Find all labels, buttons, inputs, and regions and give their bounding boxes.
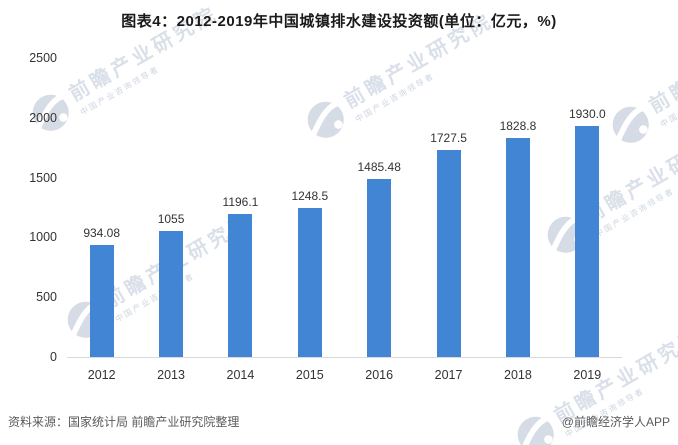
y-tick-label: 2500 bbox=[29, 51, 57, 65]
bar-column: 1485.48 2016 bbox=[345, 58, 414, 382]
bar-column: 934.08 2012 bbox=[67, 58, 136, 382]
bar bbox=[228, 213, 253, 357]
bar-column: 1930.0 2019 bbox=[553, 58, 622, 382]
source-note: 资料来源：国家统计局 前瞻产业研究院整理 bbox=[8, 415, 240, 429]
credit-note: @前瞻经济学人APP bbox=[561, 415, 670, 429]
y-tick-label: 500 bbox=[36, 290, 57, 305]
y-axis: 0 500 1000 1500 2000 2500 bbox=[0, 51, 57, 364]
bar bbox=[89, 245, 114, 357]
x-tick-label: 2018 bbox=[504, 368, 532, 382]
bar bbox=[297, 207, 322, 357]
bar-value-label: 1196.1 bbox=[222, 194, 259, 209]
watermark-subtext: 中国产业咨询领导者 bbox=[658, 76, 678, 130]
x-tick-label: 2013 bbox=[157, 368, 185, 382]
bar-column: 1196.1 2014 bbox=[206, 58, 275, 382]
bar-column: 1828.8 2018 bbox=[483, 58, 552, 382]
x-tick-label: 2015 bbox=[295, 368, 324, 382]
bar-value-label: 934.08 bbox=[83, 226, 121, 241]
bar bbox=[436, 150, 461, 357]
chart-footer: 资料来源：国家统计局 前瞻产业研究院整理 @前瞻经济学人APP bbox=[8, 413, 670, 430]
bar bbox=[159, 230, 184, 357]
bar-value-label: 1727.5 bbox=[430, 131, 467, 146]
y-tick-label: 1500 bbox=[29, 170, 57, 185]
plot-area: 934.08 2012 1055 2013 1196.1 2014 1248.5 2015 14… bbox=[67, 58, 622, 382]
bar-value-label: 1485.48 bbox=[357, 160, 401, 175]
bar-value-label: 1248.5 bbox=[291, 188, 329, 203]
x-tick-label: 2014 bbox=[226, 368, 255, 382]
bar-column: 1727.5 2017 bbox=[414, 58, 483, 382]
y-tick-label: 0 bbox=[50, 350, 57, 364]
bar bbox=[505, 138, 530, 357]
bar-value-label: 1055 bbox=[157, 211, 185, 226]
x-tick-label: 2019 bbox=[573, 368, 602, 382]
bar-column: 1248.5 2015 bbox=[275, 58, 344, 382]
bar-value-label: 1930.0 bbox=[568, 107, 606, 122]
bar bbox=[367, 179, 392, 357]
x-tick-label: 2012 bbox=[87, 368, 116, 382]
x-tick-label: 2016 bbox=[365, 368, 394, 382]
y-tick-label: 2000 bbox=[29, 110, 57, 125]
bar bbox=[575, 126, 600, 357]
x-tick-label: 2017 bbox=[434, 368, 463, 382]
bar-column: 1055 2013 bbox=[136, 58, 205, 382]
y-tick-label: 1000 bbox=[29, 230, 57, 245]
bar-value-label: 1828.8 bbox=[499, 119, 537, 134]
chart-title: 图表4：2012-2019年中国城镇排水建设投资额(单位：亿元，%) bbox=[121, 13, 557, 30]
